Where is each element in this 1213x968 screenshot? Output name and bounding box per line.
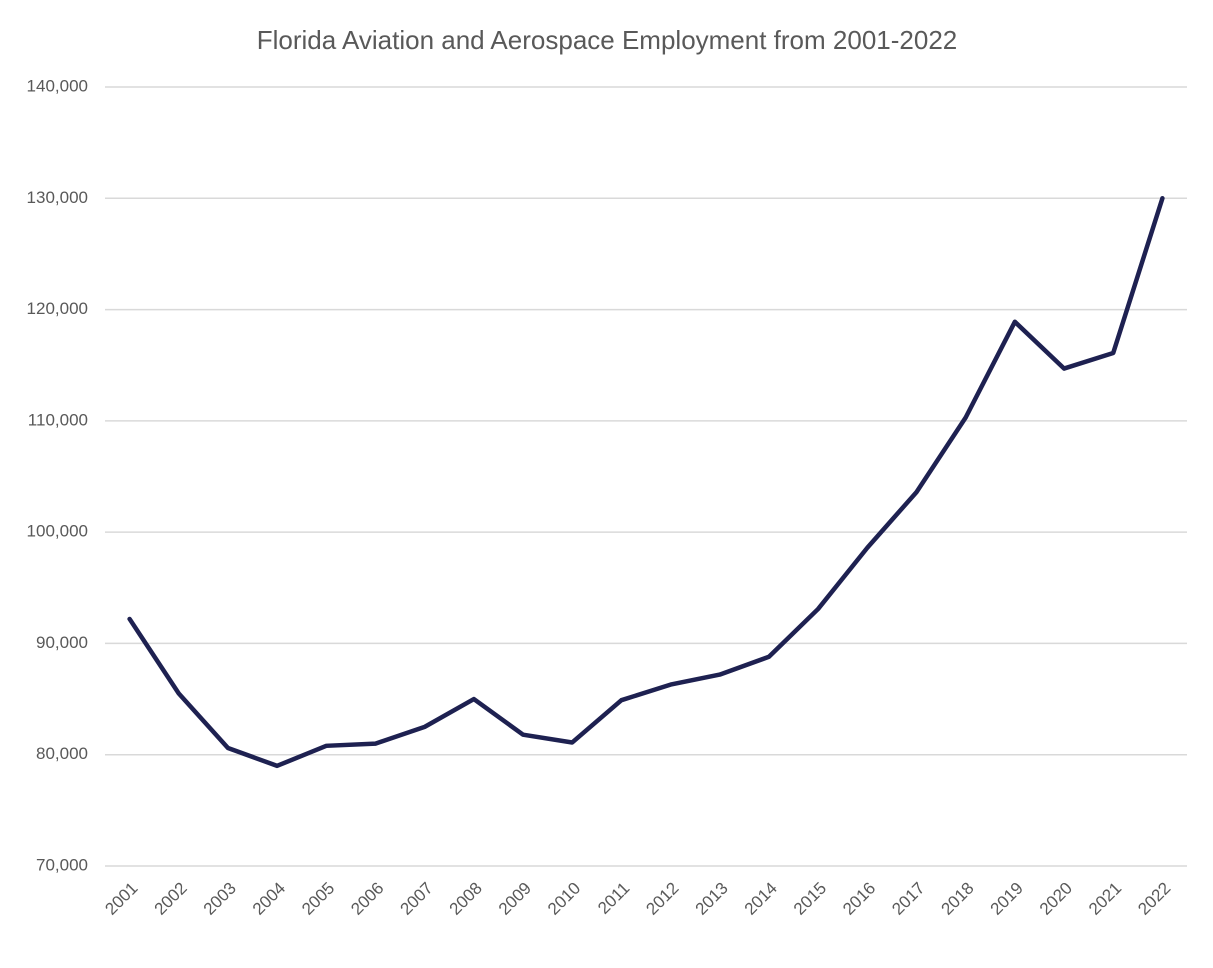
data-line (127, 196, 1165, 769)
x-tick-label: 2011 (594, 879, 633, 918)
chart-title: Florida Aviation and Aerospace Employmen… (257, 25, 958, 55)
x-tick-label: 2006 (347, 879, 387, 919)
y-tick-label: 100,000 (27, 522, 88, 541)
x-tick-label: 2017 (888, 879, 928, 919)
y-tick-label: 80,000 (36, 744, 88, 763)
x-tick-label: 2014 (741, 879, 781, 919)
x-tick-label: 2004 (249, 879, 289, 919)
y-tick-label: 90,000 (36, 633, 88, 652)
x-tick-label: 2020 (1036, 879, 1076, 919)
x-tick-label: 2008 (446, 879, 486, 919)
y-tick-label: 130,000 (27, 188, 88, 207)
x-tick-label: 2007 (396, 879, 436, 919)
x-tick-label: 2022 (1134, 879, 1174, 919)
y-tick-label: 120,000 (27, 299, 88, 318)
y-tick-label: 140,000 (27, 76, 88, 95)
y-tick-label: 70,000 (36, 855, 88, 874)
x-tick-label: 2013 (692, 879, 732, 919)
x-tick-label: 2003 (200, 879, 240, 919)
x-tick-label: 2012 (642, 879, 682, 919)
x-tick-label: 2002 (151, 879, 191, 919)
y-tick-label: 110,000 (28, 410, 88, 429)
x-tick-label: 2015 (790, 879, 830, 919)
x-tick-label: 2018 (937, 879, 977, 919)
x-tick-label: 2001 (101, 879, 141, 919)
x-tick-label: 2010 (544, 879, 584, 919)
x-tick-label: 2019 (987, 879, 1027, 919)
x-tick-label: 2005 (298, 879, 338, 919)
x-tick-label: 2021 (1085, 879, 1125, 919)
x-tick-label: 2016 (839, 879, 879, 919)
x-tick-label: 2009 (495, 879, 535, 919)
